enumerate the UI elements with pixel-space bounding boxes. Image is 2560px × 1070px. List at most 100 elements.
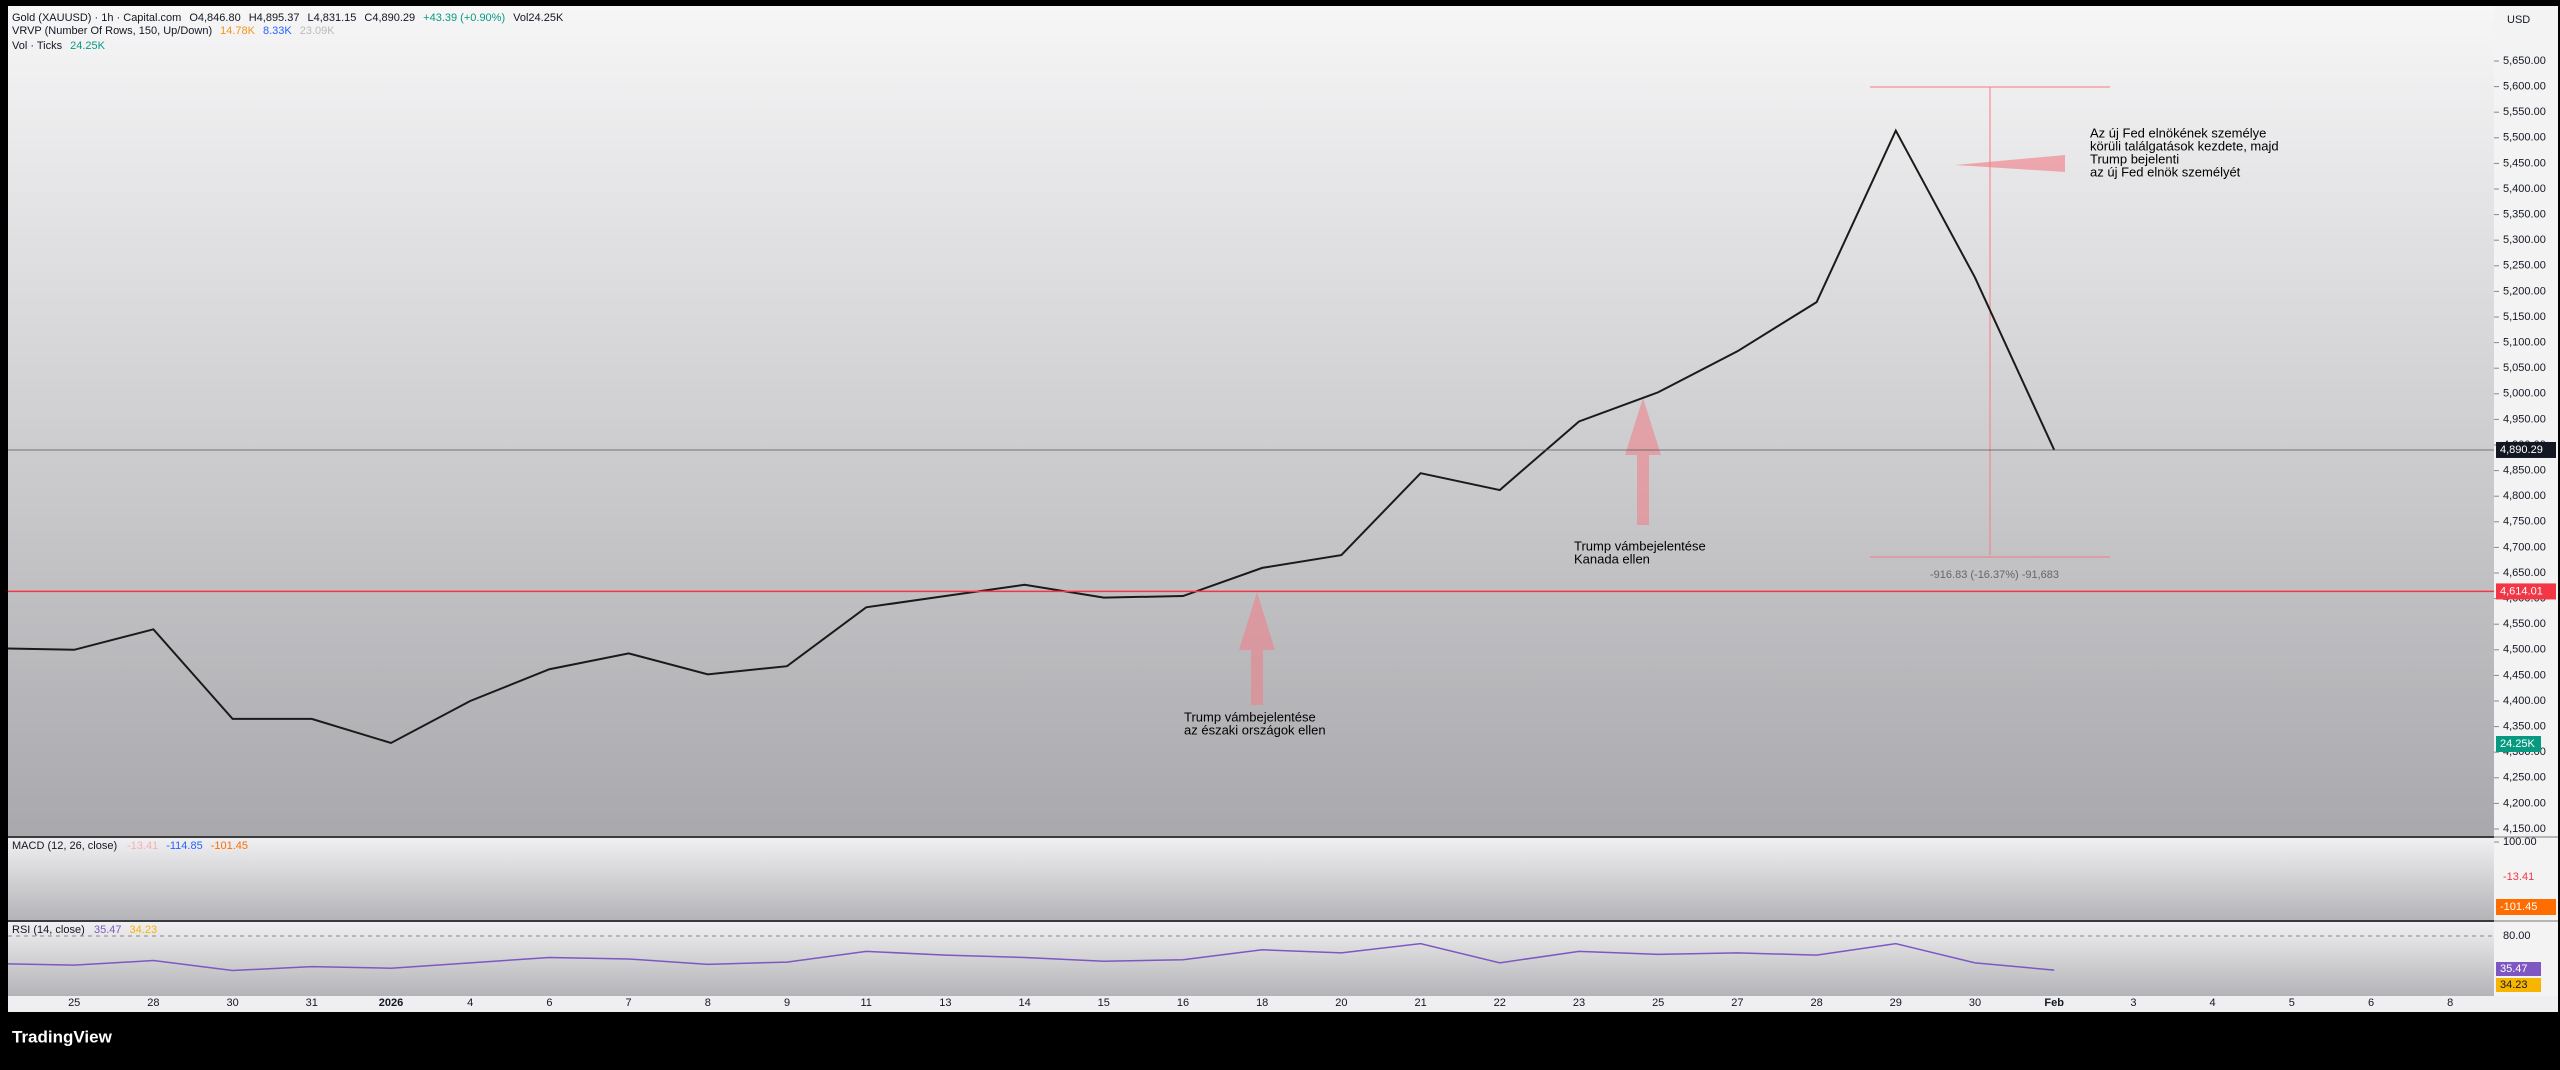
- macd-title: MACD (12, 26, close): [12, 840, 117, 852]
- x-tick-label: 27: [1731, 997, 1743, 1009]
- y-tick-label: 5,300.00: [2503, 234, 2546, 246]
- currency: USD: [2507, 14, 2530, 26]
- annotation: Trump vámbejelentése: [1184, 709, 1316, 724]
- level-label: 4,614.01: [2500, 585, 2543, 597]
- rsi-value: 34.23: [130, 924, 158, 936]
- brand: TradingView: [12, 1027, 113, 1046]
- y-tick-label: 4,850.00: [2503, 465, 2546, 477]
- y-tick-label: 4,450.00: [2503, 669, 2546, 681]
- vol-item: Vol · Ticks: [12, 40, 63, 52]
- y-tick-label: 5,500.00: [2503, 132, 2546, 144]
- x-tick-label: 20: [1335, 997, 1347, 1009]
- macd-value: -101.45: [211, 840, 248, 852]
- y-tick-label: 4,700.00: [2503, 541, 2546, 553]
- header-item: Vol24.25K: [513, 12, 564, 24]
- y-tick-label: 4,500.00: [2503, 644, 2546, 656]
- y-tick-label: 5,350.00: [2503, 209, 2546, 221]
- y-tick-label: 5,650.00: [2503, 55, 2546, 67]
- texts: USD TradingView MACD (12, 26, close) RSI…: [12, 14, 2530, 1047]
- y-tick-label: 5,600.00: [2503, 81, 2546, 93]
- x-tick-label: 28: [147, 997, 159, 1009]
- last-price-label: 4,890.29: [2500, 444, 2543, 456]
- y-tick-label: 5,000.00: [2503, 388, 2546, 400]
- rsi-pane: [8, 922, 2494, 996]
- macd-tick-label: 100.00: [2503, 836, 2537, 848]
- level-tag: [2496, 583, 2556, 600]
- x-tick-label: 7: [626, 997, 632, 1009]
- x-tick-label: 30: [226, 997, 238, 1009]
- rsi-tag: [2496, 962, 2541, 976]
- x-tick-label: 18: [1256, 997, 1268, 1009]
- x-tick-label: 16: [1177, 997, 1189, 1009]
- vol-item: 24.25K: [70, 40, 106, 52]
- arrow: [1239, 592, 1275, 705]
- rsi-tag: [2496, 978, 2541, 992]
- x-tick-label: 9: [784, 997, 790, 1009]
- x-tick-label: Feb: [2044, 997, 2064, 1009]
- x-tick-label: 4: [467, 997, 473, 1009]
- y-tick-label: 4,750.00: [2503, 516, 2546, 528]
- macd-axis-label: -13.41: [2503, 871, 2534, 883]
- annotation: körüli találgatások kezdete, majd: [2090, 138, 2279, 153]
- last-price-tag: [2496, 441, 2556, 458]
- volume-label: 24.25K: [2500, 738, 2536, 750]
- annotation: az északi országok ellen: [1184, 722, 1326, 737]
- annotation: az új Fed elnök személyét: [2090, 164, 2241, 179]
- rsi-title: RSI (14, close): [12, 924, 85, 936]
- macd-pane: [8, 838, 2494, 920]
- x-tick-label: 21: [1414, 997, 1426, 1009]
- header-item: L4,831.15: [307, 12, 356, 24]
- x-tick-label: 22: [1494, 997, 1506, 1009]
- header-item: +43.39 (+0.90%): [423, 12, 505, 24]
- x-tick-label: 8: [2447, 997, 2453, 1009]
- x-tick-label: 4: [2210, 997, 2216, 1009]
- vrvp-item: 8.33K: [263, 25, 292, 37]
- vrvp-item: VRVP (Number Of Rows, 150, Up/Down): [12, 25, 212, 37]
- annotation: -916.83 (-16.37%) -91,683: [1930, 569, 2059, 581]
- y-tick-label: 5,250.00: [2503, 260, 2546, 272]
- y-tick-label: 5,200.00: [2503, 285, 2546, 297]
- annotation: Az új Fed elnökének személye: [2090, 125, 2266, 140]
- y-tick-label: 5,100.00: [2503, 337, 2546, 349]
- y-tick-label: 4,250.00: [2503, 772, 2546, 784]
- header-item: Gold (XAUUSD) · 1h · Capital.com: [12, 12, 181, 24]
- rsi-line: [8, 942, 2055, 972]
- rsi-axis-label: 35.47: [2500, 963, 2528, 975]
- y-tick-label: 5,550.00: [2503, 106, 2546, 118]
- x-tick-label: 28: [1810, 997, 1822, 1009]
- annotation: Kanada ellen: [1574, 551, 1650, 566]
- rsi-axis-label: 34.23: [2500, 979, 2528, 991]
- y-tick-label: 5,150.00: [2503, 311, 2546, 323]
- x-tick-label: 6: [546, 997, 552, 1009]
- x-tick-label: 5: [2289, 997, 2295, 1009]
- x-tick-label: 14: [1018, 997, 1030, 1009]
- x-tick-label: 2026: [379, 997, 403, 1009]
- x-tick-label: 6: [2368, 997, 2374, 1009]
- x-tick-label: 25: [68, 997, 80, 1009]
- y-tick-label: 4,650.00: [2503, 567, 2546, 579]
- vrvp-item: 14.78K: [220, 25, 256, 37]
- x-tick-label: 15: [1098, 997, 1110, 1009]
- rsi-area: [8, 942, 2055, 972]
- header-item: C4,890.29: [364, 12, 415, 24]
- rsi-tick-label: 80.00: [2503, 930, 2531, 942]
- x-tick-label: 29: [1890, 997, 1902, 1009]
- y-tick-label: 4,800.00: [2503, 490, 2546, 502]
- x-tick-label: 8: [705, 997, 711, 1009]
- y-tick-label: 4,200.00: [2503, 797, 2546, 809]
- y-tick-label: 5,450.00: [2503, 157, 2546, 169]
- y-tick-label: 4,550.00: [2503, 618, 2546, 630]
- y-tick-label: 4,150.00: [2503, 823, 2546, 835]
- arrow: [1625, 398, 1661, 525]
- y-tick-label: 5,400.00: [2503, 183, 2546, 195]
- y-tick-label: 4,350.00: [2503, 721, 2546, 733]
- price-line: [8, 128, 2056, 745]
- y-tick-label: 4,400.00: [2503, 695, 2546, 707]
- arrow: [1955, 155, 2065, 172]
- macd-value: -13.41: [127, 840, 158, 852]
- header-item: O4,846.80: [189, 12, 240, 24]
- x-tick-label: 24: [0, 997, 1, 1009]
- x-tick-label: 30: [1969, 997, 1981, 1009]
- macd-value: -114.85: [166, 840, 203, 852]
